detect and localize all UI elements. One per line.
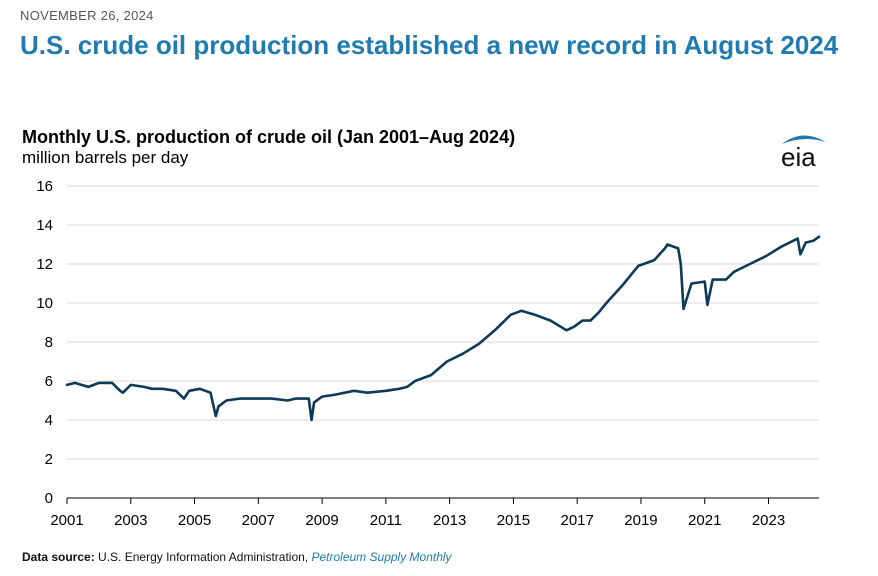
x-tick-label: 2005 [178,512,211,529]
y-tick-label: 2 [45,451,53,468]
x-tick-label: 2017 [561,512,594,529]
x-tick-label: 2013 [433,512,466,529]
source-publication-link[interactable]: Petroleum Supply Monthly [311,550,452,564]
source-label: Data source: [22,550,95,564]
x-tick-label: 2009 [305,512,338,529]
y-tick-label: 16 [36,178,53,195]
series-line-crude-oil-production [65,235,821,422]
x-tick-label: 2007 [242,512,275,529]
gridlines [67,185,819,460]
article-headline: U.S. crude oil production established a … [20,30,839,60]
x-tick-label: 2023 [752,512,785,529]
y-tick-label: 14 [36,217,53,234]
x-tick-label: 2015 [497,512,530,529]
x-tick-label: 2001 [50,512,83,529]
y-tick-label: 4 [45,412,53,429]
chart-title: Monthly U.S. production of crude oil (Ja… [22,127,516,147]
eia-logo-icon: eia [776,130,828,172]
source-text: U.S. Energy Information Administration, [98,550,309,564]
y-tick-label: 12 [36,256,53,273]
x-axis-ticks: 2001 2003 2005 2007 2009 2011 2013 2015 2017 2019… [50,498,785,529]
logo-arc-icon [782,135,826,144]
y-tick-label: 10 [36,295,53,312]
x-tick-label: 2019 [624,512,657,529]
x-tick-label: 2011 [370,512,402,529]
y-tick-label: 8 [45,334,53,351]
publication-date: NOVEMBER 26, 2024 [20,8,154,23]
y-tick-label: 6 [45,373,53,390]
logo-text: eia [781,142,816,172]
x-tick-label: 2021 [688,512,721,529]
y-tick-label: 0 [45,490,53,507]
x-tick-label: 2003 [114,512,147,529]
chart-subtitle: million barrels per day [22,148,189,167]
data-source-note: Data source: U.S. Energy Information Adm… [22,550,452,564]
y-axis-ticks: 0 2 4 6 8 10 12 14 16 [36,178,53,507]
